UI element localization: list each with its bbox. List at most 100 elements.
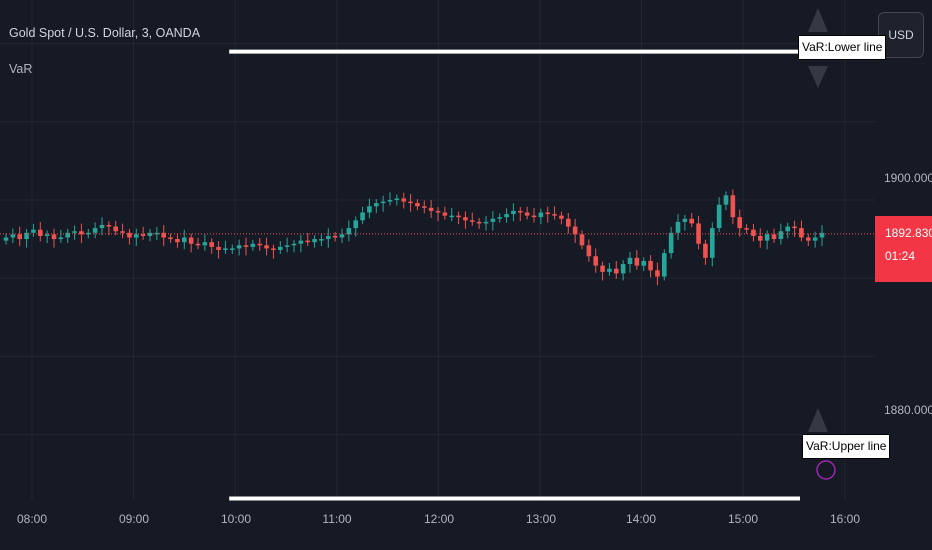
var-upper-line-label: VaR:Upper line bbox=[802, 434, 891, 459]
candle-body bbox=[236, 245, 242, 249]
time-tick: 12:00 bbox=[423, 512, 455, 526]
var-lower-line-label: VaR:Lower line bbox=[798, 35, 887, 60]
candle-body bbox=[37, 229, 43, 236]
candle-body bbox=[380, 201, 386, 204]
candle-body bbox=[168, 237, 173, 240]
candle-body bbox=[552, 214, 557, 216]
candle-body bbox=[764, 234, 770, 241]
candle-body bbox=[346, 228, 352, 235]
candle-body bbox=[305, 240, 311, 243]
candle-body bbox=[277, 246, 283, 250]
candle-body bbox=[703, 243, 708, 258]
candle-body bbox=[689, 218, 695, 224]
candle-body bbox=[257, 243, 263, 246]
time-tick: 14:00 bbox=[625, 512, 657, 526]
candle-body bbox=[250, 243, 256, 247]
indicator-name[interactable]: VaR bbox=[9, 62, 33, 76]
candle-body bbox=[805, 237, 811, 241]
candle-body bbox=[161, 232, 167, 238]
candle-body bbox=[511, 210, 516, 215]
candle-body bbox=[737, 217, 743, 229]
candle-body bbox=[319, 239, 324, 241]
candle-body bbox=[10, 234, 16, 238]
candle-body bbox=[229, 248, 235, 250]
candle-body bbox=[181, 237, 187, 243]
candle-body bbox=[188, 237, 194, 244]
candle-body bbox=[72, 231, 77, 233]
candle-body bbox=[799, 228, 804, 238]
candle-body bbox=[778, 231, 784, 240]
candle-body bbox=[24, 232, 29, 240]
candle-body bbox=[367, 206, 372, 213]
candle-body bbox=[812, 237, 818, 241]
candle-body bbox=[415, 203, 420, 207]
candle-body bbox=[627, 257, 633, 265]
candle-body bbox=[175, 239, 180, 243]
candle-body bbox=[291, 243, 297, 246]
candle-body bbox=[325, 235, 331, 240]
candle-body bbox=[579, 234, 585, 246]
candle-body bbox=[442, 212, 448, 216]
candle-body bbox=[490, 218, 496, 222]
candle-body bbox=[106, 225, 112, 227]
time-tick: 13:00 bbox=[525, 512, 557, 526]
candle-body bbox=[428, 207, 434, 211]
candle-body bbox=[572, 226, 578, 235]
candle-body bbox=[668, 232, 674, 254]
candle-body bbox=[476, 221, 482, 224]
candle-body bbox=[51, 234, 57, 240]
candle-body bbox=[504, 214, 509, 218]
candle-body bbox=[538, 212, 544, 218]
candle-body bbox=[757, 235, 763, 241]
candle-body bbox=[85, 232, 91, 235]
candle-body bbox=[531, 215, 537, 218]
time-tick: 11:00 bbox=[322, 512, 352, 526]
symbol-title[interactable]: Gold Spot / U.S. Dollar, 3, OANDA bbox=[9, 26, 201, 40]
candle-body bbox=[284, 245, 290, 247]
candle-body bbox=[92, 228, 98, 233]
candle-body bbox=[723, 195, 729, 205]
candle-body bbox=[648, 260, 653, 271]
candle-body bbox=[593, 256, 599, 266]
candle-body bbox=[133, 234, 139, 238]
candle-body bbox=[332, 235, 338, 238]
candle-body bbox=[819, 232, 825, 238]
candle-body bbox=[559, 215, 564, 219]
scroll-down-arrow bbox=[808, 66, 828, 88]
candle-body bbox=[682, 218, 688, 222]
candle-body bbox=[373, 203, 379, 207]
candle-body bbox=[785, 226, 791, 232]
grid-lines bbox=[0, 0, 875, 500]
candle-body bbox=[408, 201, 413, 204]
candle-body bbox=[401, 198, 407, 202]
candle-body bbox=[3, 237, 9, 241]
candle-body bbox=[709, 228, 715, 258]
candle-body bbox=[655, 270, 660, 277]
candle-body bbox=[421, 206, 427, 208]
candle-body bbox=[387, 200, 393, 202]
candle-body bbox=[360, 212, 365, 221]
candle-body bbox=[661, 253, 667, 277]
candle-body bbox=[449, 215, 455, 218]
candle-body bbox=[353, 220, 359, 229]
candle-body bbox=[600, 265, 605, 272]
bar-countdown: 01:24 bbox=[885, 249, 916, 263]
candle-body bbox=[120, 231, 125, 233]
price-tick-1880: 1880.000 bbox=[884, 403, 932, 417]
candle-body bbox=[483, 221, 489, 224]
candle-body bbox=[243, 245, 249, 247]
candle-body bbox=[696, 223, 701, 244]
candle-body bbox=[792, 226, 797, 229]
candle-body bbox=[641, 260, 647, 266]
candle-body bbox=[675, 221, 681, 233]
candle-body bbox=[771, 234, 777, 240]
candle-body bbox=[127, 232, 132, 238]
candle-body bbox=[312, 239, 317, 243]
candle-body bbox=[271, 248, 276, 250]
candle-body bbox=[17, 234, 23, 240]
candle-body bbox=[716, 204, 722, 229]
current-price-tag: 1892.830 01:24 bbox=[875, 216, 932, 282]
scroll-up-arrow bbox=[808, 408, 828, 432]
